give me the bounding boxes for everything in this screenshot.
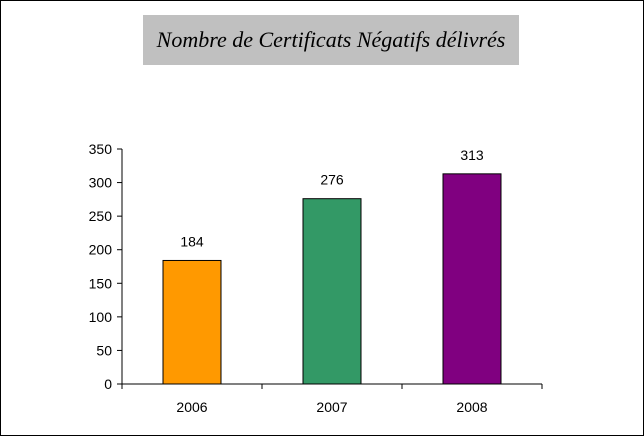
y-tick-label: 150 bbox=[89, 275, 113, 291]
data-label: 276 bbox=[320, 172, 344, 188]
data-label: 184 bbox=[180, 233, 204, 249]
y-tick-label: 250 bbox=[89, 208, 113, 224]
y-tick-label: 300 bbox=[89, 175, 113, 191]
bar-2006 bbox=[162, 259, 222, 385]
bar-2008 bbox=[442, 173, 502, 385]
chart-title: Nombre de Certificats Négatifs délivrés bbox=[156, 27, 506, 52]
x-tick-label: 2007 bbox=[316, 399, 347, 415]
data-label: 313 bbox=[460, 147, 484, 163]
x-tick-label: 2008 bbox=[456, 399, 487, 415]
y-tick-label: 200 bbox=[89, 242, 113, 258]
bar-2007 bbox=[302, 198, 362, 385]
y-tick-label: 50 bbox=[96, 342, 112, 358]
chart-title-box: Nombre de Certificats Négatifs délivrés bbox=[143, 15, 519, 65]
y-tick-label: 350 bbox=[89, 141, 113, 157]
y-tick-label: 0 bbox=[104, 376, 112, 392]
y-tick-label: 100 bbox=[89, 309, 113, 325]
x-tick-label: 2006 bbox=[176, 399, 207, 415]
